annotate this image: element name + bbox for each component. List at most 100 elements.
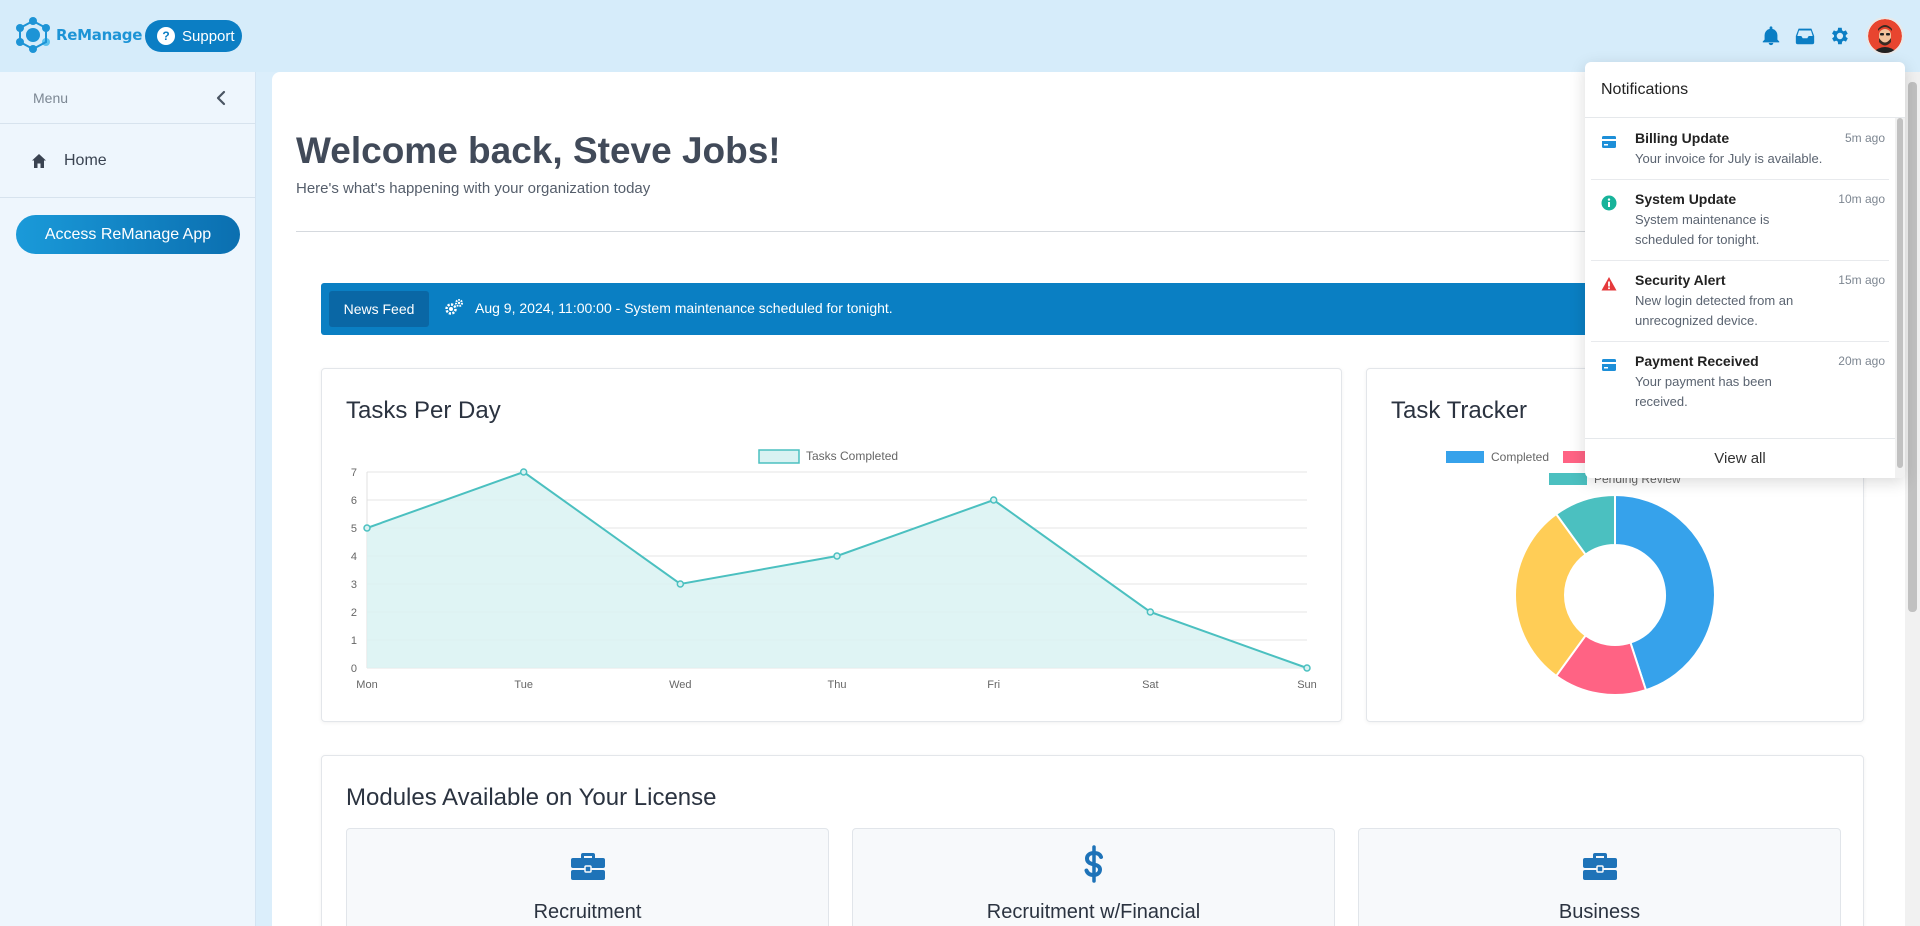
notification-body: Your payment has been received. — [1635, 374, 1772, 409]
notification-time: 20m ago — [1838, 354, 1885, 368]
pie-slice — [1554, 493, 1616, 556]
module-recruitment-financial[interactable]: Recruitment w/Financial — [852, 828, 1335, 926]
news-feed-text: Aug 9, 2024, 11:00:00 - System maintenan… — [475, 300, 893, 316]
logo-text: ReManage — [56, 26, 143, 44]
data-point — [363, 524, 371, 532]
page-scrollbar[interactable] — [1905, 72, 1920, 926]
page-title: Welcome back, Steve Jobs! — [296, 130, 781, 171]
notification-time: 5m ago — [1844, 131, 1885, 145]
tasks-per-day-chart: 0 1 2 3 4 5 6 7 Mon Tue Wed Thu Fri Sat Sun Tasks Compl… — [351, 449, 1317, 691]
notifications-header: Notifications — [1585, 62, 1905, 118]
data-point — [833, 552, 841, 560]
news-feed-tag[interactable]: News Feed — [329, 291, 429, 327]
y-tick-label: 7 — [351, 467, 357, 479]
view-all-link[interactable]: View all — [1585, 438, 1895, 478]
x-tick-label: Mon — [356, 679, 377, 691]
sidebar-menu-header: Menu — [0, 72, 255, 124]
legend-swatch — [758, 449, 800, 464]
y-tick-label: 2 — [351, 607, 357, 619]
top-bar: ReManage ? Support — [0, 0, 1920, 72]
notifications-scrollbar[interactable] — [1895, 118, 1905, 478]
briefcase-icon — [570, 853, 605, 880]
user-avatar[interactable] — [1866, 17, 1904, 55]
notification-item[interactable]: System Update System maintenance is sche… — [1591, 180, 1889, 261]
home-icon — [32, 153, 46, 168]
notifications-dropdown: Notifications Billing Update Your invoic… — [1585, 62, 1905, 478]
module-name: Business — [1558, 901, 1641, 923]
app-logo[interactable]: ReManage — [14, 16, 142, 54]
logo-icon — [16, 17, 50, 53]
legend-label: Completed — [1491, 450, 1549, 464]
data-point — [676, 580, 685, 588]
module-business[interactable]: Business — [1358, 828, 1841, 926]
legend-swatch — [1549, 473, 1587, 485]
sidebar: Menu Home Access ReManage App — [0, 72, 256, 926]
modules-title: Modules Available on Your License — [346, 784, 717, 811]
bell-icon[interactable] — [1760, 25, 1782, 47]
briefcase-icon — [1582, 853, 1617, 880]
y-tick-label: 4 — [351, 551, 357, 563]
data-point — [519, 468, 528, 476]
tracker-title: Task Tracker — [1391, 397, 1528, 424]
news-feed-bar: News Feed Aug 9, 2024, 11:00:00 - System… — [321, 283, 1741, 335]
avatar-icon — [1868, 19, 1902, 53]
notifications-list: Billing Update Your invoice for July is … — [1585, 119, 1895, 422]
tasks-per-day-card: Tasks Per Day 0 1 2 3 4 5 6 7 Mon Tue Wed Thu Fri Sat… — [321, 368, 1342, 722]
notification-item[interactable]: Security Alert New login detected from a… — [1591, 261, 1889, 342]
x-tick-label: Tue — [514, 679, 533, 691]
access-app-button[interactable]: Access ReManage App — [16, 215, 240, 254]
x-tick-label: Thu — [828, 679, 847, 691]
sidebar-item-label: Home — [64, 151, 107, 169]
notification-title: Security Alert — [1635, 272, 1726, 288]
notification-time: 10m ago — [1838, 192, 1885, 206]
y-tick-label: 5 — [351, 523, 357, 535]
pie-slice — [1514, 512, 1588, 678]
tasks-chart-title: Tasks Per Day — [346, 397, 501, 424]
warning-icon — [1601, 277, 1617, 291]
notification-time: 15m ago — [1838, 273, 1885, 287]
gears-icon — [445, 299, 463, 315]
info-icon — [1601, 195, 1617, 211]
x-tick-label: Sun — [1297, 679, 1317, 691]
x-tick-label: Sat — [1142, 679, 1159, 691]
help-icon: ? — [157, 27, 175, 45]
series-area — [367, 472, 1307, 668]
y-tick-label: 6 — [351, 495, 357, 507]
scrollbar-thumb[interactable] — [1908, 82, 1917, 612]
y-tick-label: 0 — [351, 663, 357, 675]
support-label: Support — [182, 27, 235, 45]
y-tick-label: 1 — [351, 635, 357, 647]
notification-body: New login detected from an unrecognized … — [1635, 293, 1794, 328]
page-subtitle: Here's what's happening with your organi… — [296, 180, 651, 197]
menu-label: Menu — [33, 89, 69, 106]
credit-card-icon — [1602, 136, 1616, 148]
x-tick-label: Wed — [669, 679, 691, 691]
notification-body: Your invoice for July is available. — [1635, 151, 1823, 166]
notification-title: System Update — [1635, 191, 1737, 207]
gear-icon[interactable] — [1828, 25, 1850, 47]
module-name: Recruitment w/Financial — [986, 901, 1201, 923]
module-recruitment[interactable]: Recruitment — [346, 828, 829, 926]
x-tick-label: Fri — [987, 679, 1000, 691]
dollar-icon — [1084, 845, 1103, 883]
data-point — [989, 496, 998, 504]
module-name: Recruitment — [533, 901, 642, 923]
notification-item[interactable]: Payment Received Your payment has been r… — [1591, 342, 1889, 422]
data-point — [1303, 664, 1311, 672]
scrollbar-thumb[interactable] — [1897, 118, 1903, 468]
sidebar-item-home[interactable]: Home — [0, 124, 255, 198]
notification-item[interactable]: Billing Update Your invoice for July is … — [1591, 119, 1889, 180]
notification-title: Payment Received — [1635, 353, 1759, 369]
pie-slice — [1614, 493, 1716, 692]
support-button[interactable]: ? Support — [145, 20, 242, 52]
credit-card-icon — [1602, 359, 1616, 371]
inbox-icon[interactable] — [1794, 25, 1816, 47]
legend-label: Tasks Completed — [806, 449, 898, 463]
divider — [296, 231, 1706, 232]
y-tick-label: 3 — [351, 579, 357, 591]
modules-card: Modules Available on Your License Recrui… — [321, 755, 1864, 926]
notification-body: System maintenance is scheduled for toni… — [1635, 212, 1770, 247]
chevron-left-icon[interactable] — [215, 90, 227, 106]
data-point — [1146, 608, 1155, 616]
